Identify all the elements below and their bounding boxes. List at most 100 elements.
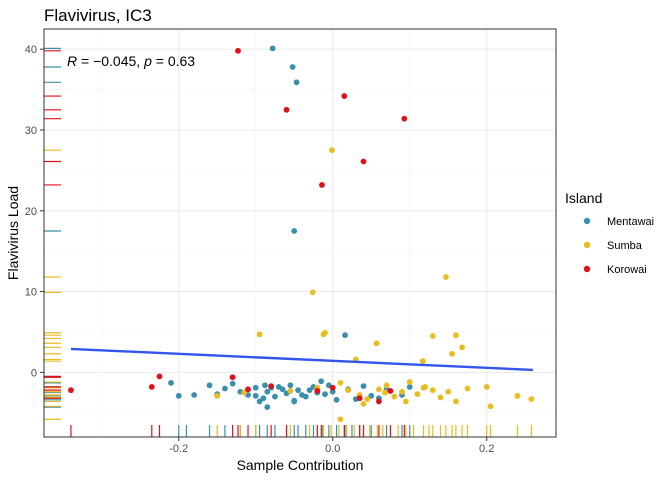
x-axis-title: Sample Contribution: [237, 457, 364, 473]
point-korowai: [341, 93, 348, 99]
point-korowai: [376, 398, 382, 405]
point-mentawai: [302, 393, 309, 400]
point-sumba: [528, 396, 535, 402]
legend-key-korowai: [583, 265, 591, 273]
point-mentawai: [206, 382, 213, 389]
x-tick-label: 0.2: [479, 443, 494, 455]
point-mentawai: [342, 332, 348, 339]
point-sumba: [364, 396, 371, 402]
point-mentawai: [333, 396, 340, 403]
point-korowai: [229, 374, 236, 381]
point-mentawai: [291, 228, 298, 234]
point-sumba: [414, 391, 421, 398]
point-sumba: [429, 333, 436, 339]
y-tick-label: 20: [25, 206, 37, 218]
y-tick-label: 30: [25, 125, 37, 137]
legend-key-mentawai: [583, 217, 591, 225]
point-sumba: [402, 398, 409, 405]
point-mentawai: [191, 392, 198, 398]
x-tick-label: -0.2: [169, 443, 188, 455]
point-korowai: [283, 106, 290, 113]
point-mentawai: [175, 392, 182, 399]
point-korowai: [387, 388, 394, 394]
point-sumba: [373, 340, 380, 347]
point-korowai: [245, 386, 251, 393]
point-mentawai: [291, 398, 298, 405]
point-mentawai: [329, 388, 336, 395]
legend-key-sumba: [583, 241, 591, 249]
point-sumba: [256, 331, 263, 338]
point-sumba: [345, 387, 352, 394]
point-mentawai: [360, 383, 367, 390]
point-sumba: [445, 388, 452, 395]
plot-panel: R = −0.045, p = 0.63: [43, 28, 557, 438]
point-mentawai: [272, 393, 278, 400]
point-mentawai: [264, 404, 271, 411]
point-sumba: [429, 387, 436, 394]
point-sumba: [449, 350, 455, 357]
point-korowai: [268, 383, 275, 390]
point-sumba: [514, 392, 521, 399]
y-tick-label: 0: [31, 367, 37, 379]
point-sumba: [453, 332, 459, 339]
chart-title: Flavivirus, IC3: [44, 6, 152, 25]
regression-line: [70, 347, 533, 372]
legend-label-mentawai: Mentawai: [607, 216, 654, 228]
point-sumba: [453, 398, 459, 405]
point-mentawai: [260, 395, 267, 402]
point-sumba: [360, 400, 367, 407]
point-sumba: [443, 274, 449, 280]
point-korowai: [235, 47, 241, 54]
point-sumba: [419, 358, 426, 364]
y-axis-title: Flavivirus Load: [5, 186, 21, 280]
point-korowai: [329, 384, 336, 391]
point-mentawai: [293, 79, 300, 86]
point-mentawai: [279, 386, 286, 393]
point-sumba: [406, 379, 413, 385]
point-sumba: [337, 379, 344, 386]
point-sumba: [420, 384, 427, 391]
point-korowai: [360, 158, 367, 165]
point-mentawai: [222, 385, 228, 392]
point-sumba: [376, 386, 382, 393]
point-mentawai: [289, 64, 296, 70]
point-sumba: [337, 416, 344, 423]
point-mentawai: [368, 392, 375, 399]
point-korowai: [156, 373, 163, 380]
y-tick-label: 40: [25, 44, 37, 56]
point-mentawai: [262, 382, 268, 389]
point-mentawai: [229, 380, 236, 387]
point-sumba: [214, 392, 221, 399]
point-sumba: [309, 289, 316, 296]
point-mentawai: [406, 384, 413, 390]
point-korowai: [319, 182, 325, 188]
point-mentawai: [269, 45, 276, 52]
legend-label-sumba: Sumba: [607, 240, 643, 252]
point-sumba: [391, 393, 398, 400]
legend-label-korowai: Korowai: [607, 264, 647, 276]
point-mentawai: [295, 387, 301, 394]
point-mentawai: [256, 398, 263, 405]
point-sumba: [241, 389, 248, 396]
legend: Island Mentawai Sumba Korowai: [565, 190, 654, 276]
point-sumba: [459, 344, 465, 351]
point-korowai: [148, 384, 155, 390]
point-mentawai: [252, 384, 259, 391]
point-sumba: [437, 394, 444, 401]
point-sumba: [382, 389, 388, 396]
point-mentawai: [168, 379, 174, 386]
correlation-annotation: R = −0.045, p = 0.63: [67, 53, 195, 69]
point-sumba: [322, 329, 328, 336]
y-tick-label: 10: [25, 287, 37, 299]
point-korowai: [68, 387, 74, 394]
point-korowai: [401, 115, 408, 122]
point-korowai: [314, 388, 321, 394]
point-sumba: [487, 403, 494, 410]
point-mentawai: [322, 391, 328, 398]
point-sumba: [399, 388, 405, 395]
point-sumba: [483, 384, 490, 390]
point-sumba: [287, 388, 294, 394]
point-sumba: [329, 147, 335, 154]
